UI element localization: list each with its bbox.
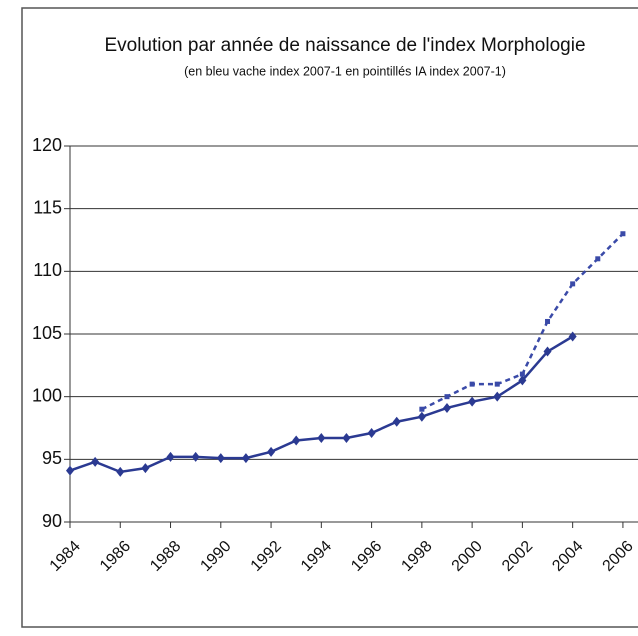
data-point	[267, 446, 276, 457]
data-point	[216, 453, 225, 464]
y-tick-label: 95	[42, 448, 62, 468]
data-point	[493, 391, 502, 402]
data-point	[620, 231, 626, 237]
data-point	[166, 451, 175, 462]
data-point	[141, 463, 150, 474]
y-tick-label: 120	[32, 135, 62, 155]
y-tick-label: 105	[32, 323, 62, 343]
y-tick-label: 110	[33, 260, 62, 280]
data-point	[191, 451, 200, 462]
data-point	[417, 411, 426, 422]
chart-title: Evolution par année de naissance de l'in…	[104, 35, 585, 56]
data-point	[444, 394, 450, 400]
data-point	[519, 371, 525, 377]
data-point	[392, 416, 401, 427]
y-tick-label: 90	[42, 511, 62, 531]
data-point	[66, 465, 74, 476]
y-tick-label: 115	[33, 197, 62, 217]
data-point	[469, 381, 475, 387]
data-point	[543, 346, 552, 357]
data-point	[442, 402, 451, 413]
data-point	[367, 428, 376, 439]
data-point	[518, 375, 527, 386]
data-point	[545, 318, 551, 324]
data-point	[116, 466, 125, 477]
data-point	[241, 453, 250, 464]
data-point	[468, 396, 477, 407]
data-point	[419, 406, 425, 412]
data-point	[317, 433, 326, 444]
data-point	[292, 435, 301, 446]
data-point	[595, 256, 601, 262]
data-point	[342, 433, 351, 444]
data-point	[91, 456, 100, 467]
chart-frame	[21, 7, 638, 628]
chart-subtitle: (en bleu vache index 2007-1 en pointillé…	[184, 64, 506, 78]
data-point	[494, 381, 500, 387]
data-point	[568, 331, 577, 342]
data-point	[570, 281, 576, 287]
y-tick-label: 100	[32, 385, 62, 405]
